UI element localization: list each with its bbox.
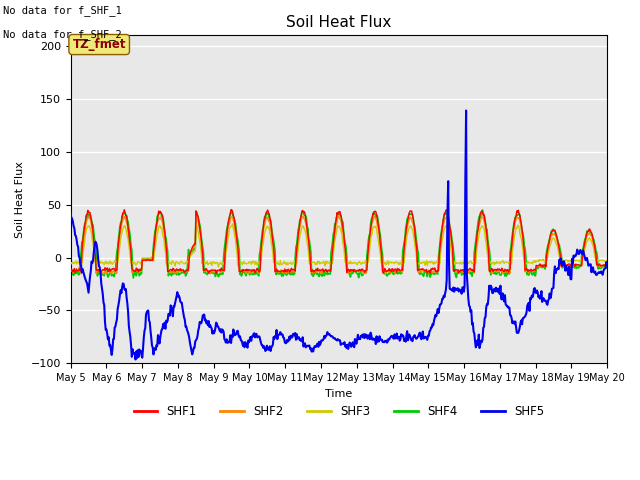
- X-axis label: Time: Time: [325, 389, 353, 399]
- Y-axis label: Soil Heat Flux: Soil Heat Flux: [15, 161, 25, 238]
- Legend: SHF1, SHF2, SHF3, SHF4, SHF5: SHF1, SHF2, SHF3, SHF4, SHF5: [129, 401, 549, 423]
- Text: No data for f_SHF_1: No data for f_SHF_1: [3, 5, 122, 16]
- Text: No data for f_SHF_2: No data for f_SHF_2: [3, 29, 122, 40]
- Text: TZ_fmet: TZ_fmet: [72, 38, 126, 51]
- Title: Soil Heat Flux: Soil Heat Flux: [286, 15, 392, 30]
